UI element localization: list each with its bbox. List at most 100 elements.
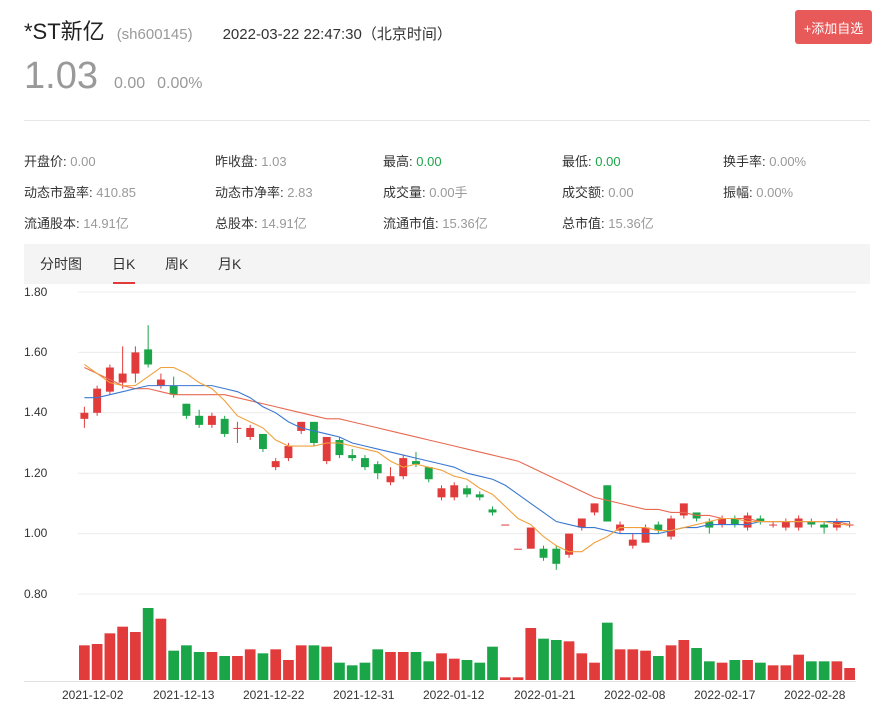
candle-body [335,439,344,456]
stat-label: 成交额: [562,185,605,200]
candle-body [93,388,102,413]
stock-name: *ST新亿 [24,19,105,44]
candle-body [769,524,778,526]
volume-bar [359,662,371,680]
candle-body [144,349,153,365]
stat-value: 14.91亿 [83,216,129,231]
x-tick-label: 2022-02-08 [604,688,666,702]
volume-bar [499,677,511,680]
stock-code: (sh600145) [116,26,193,43]
tab-intraday[interactable]: 分时图 [40,256,82,272]
candle-body [233,427,242,429]
candle-body [131,352,140,374]
candle-body [730,518,739,525]
candle-body [654,524,663,531]
stat-label: 成交量: [383,185,426,200]
candle-body [297,421,306,431]
candle-body [246,427,255,437]
volume-bar [831,661,843,680]
stat-low: 最低: 0.00 [562,151,621,170]
volume-bar [550,640,562,680]
candle-body [539,548,548,558]
add-to-watchlist-button[interactable]: +添加自选 [795,10,872,44]
volume-bar [448,658,460,680]
candle-body [118,373,127,383]
stat-pb: 动态市净率: 2.83 [215,182,313,201]
candle-body [590,503,599,513]
stat-label: 动态市净率: [215,185,284,200]
stat-total-shares: 总股本: 14.91亿 [215,213,307,232]
volume-bar [729,660,741,680]
volume-bar [219,656,231,680]
volume-bar [385,652,396,680]
stat-value: 0.00 [70,154,96,169]
y-tick-label: 1.20 [24,466,48,480]
candle-body [475,494,484,498]
candle-body [182,403,191,416]
stat-value: 0.00% [769,154,807,169]
ma5-line [84,364,850,553]
volume-bar [295,645,307,680]
stat-high: 最高: 0.00 [383,151,442,170]
volume-bar [397,652,409,680]
candle-body [794,518,803,528]
stat-label: 昨收盘: [215,154,258,169]
volume-bar [767,665,779,680]
candle-body [565,533,573,555]
price-row: 1.03 0.00 0.00% [24,55,202,98]
volume-bar [742,660,753,680]
stat-label: 流通股本: [24,216,80,231]
y-tick-label: 1.40 [24,405,48,419]
stat-value: 2.83 [287,185,313,200]
price-change: 0.00 [113,75,146,92]
volume-bar [652,656,664,680]
current-price: 1.03 [24,55,98,97]
volume-bar [474,662,486,680]
stock-header: *ST新亿 (sh600145) 2022-03-22 22:47:30（北京时… [24,14,452,44]
candle-body [207,415,216,425]
tab-monthly-k[interactable]: 月K [218,256,242,272]
stat-amplitude: 振幅: 0.00% [723,182,793,201]
volume-bar [91,644,103,680]
volume-bar [716,662,728,680]
stat-label: 动态市盈率: [24,185,93,200]
candle-body [258,433,267,450]
candle-body [667,518,676,537]
volume-bar [640,650,651,680]
stat-label: 最高: [383,154,413,169]
volume-bar [117,626,128,680]
volume-bar [308,645,320,680]
volume-bar [487,646,498,680]
candle-body [820,524,829,528]
volume-bar [436,653,447,680]
volume-bar [691,648,702,680]
stat-float-cap: 流通市值: 15.36亿 [383,213,488,232]
ma10-line [84,385,850,535]
stat-value: 0.00手 [429,185,468,200]
tab-weekly-k[interactable]: 周K [165,256,189,272]
stat-value: 410.85 [96,185,137,200]
candle-body [450,485,459,498]
ma20-line [84,367,850,526]
tab-daily-k[interactable]: 日K [112,244,135,284]
volume-bar [538,638,549,680]
candle-body [424,467,433,480]
candle-body [309,421,318,443]
stat-float-shares: 流通股本: 14.91亿 [24,213,129,232]
stat-value: 1.03 [261,154,287,169]
candle-body [552,548,561,564]
volume-bar [793,654,804,680]
stat-amount: 成交额: 0.00 [562,182,634,201]
volume-bar [563,641,575,680]
volume-bar [206,652,218,680]
stat-turnover-rate: 换手率: 0.00% [723,151,806,170]
stat-label: 振幅: [723,185,753,200]
volume-bar [130,632,141,680]
volume-bar [589,662,600,680]
stat-total-cap: 总市值: 15.36亿 [562,213,654,232]
stat-value: 0.00 [416,154,442,169]
candle-body [628,539,637,546]
volume-bar [193,652,205,680]
candle-body [603,485,612,522]
